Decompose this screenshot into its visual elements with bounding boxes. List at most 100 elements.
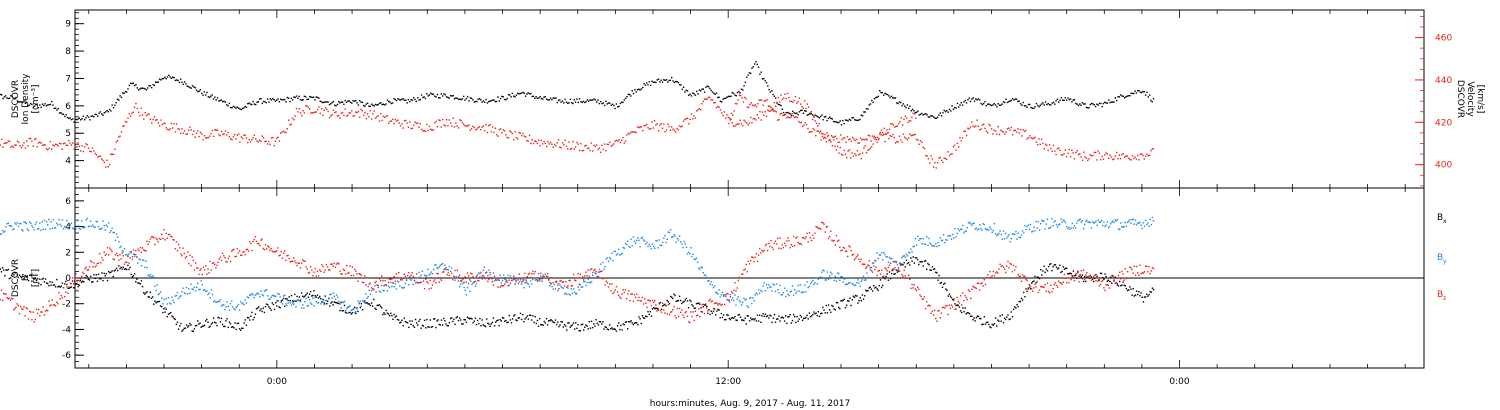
data-point xyxy=(442,324,444,326)
data-point xyxy=(650,128,652,130)
data-point xyxy=(780,317,782,319)
data-point xyxy=(140,264,143,267)
data-point xyxy=(726,114,728,116)
data-point xyxy=(827,278,830,280)
data-point xyxy=(824,231,826,233)
data-point xyxy=(610,104,612,106)
data-point xyxy=(1099,272,1102,274)
data-point xyxy=(231,300,233,302)
data-point xyxy=(955,236,957,238)
data-point xyxy=(1085,157,1088,159)
data-point xyxy=(377,115,379,117)
data-point xyxy=(130,250,132,253)
data-point xyxy=(690,247,692,249)
data-point xyxy=(173,239,175,241)
data-point xyxy=(524,318,526,320)
data-point xyxy=(869,286,871,288)
data-point xyxy=(322,265,324,268)
data-point xyxy=(86,275,88,278)
data-point xyxy=(444,320,446,322)
data-point xyxy=(905,277,908,279)
data-point xyxy=(101,227,103,229)
data-point xyxy=(171,296,173,298)
data-point xyxy=(516,277,518,279)
data-point xyxy=(480,325,482,327)
data-point xyxy=(479,276,481,278)
data-point xyxy=(1009,241,1011,243)
data-point xyxy=(717,105,719,108)
data-point xyxy=(853,259,856,261)
data-point xyxy=(854,139,856,142)
data-point xyxy=(62,142,65,145)
data-point xyxy=(692,253,694,255)
data-point xyxy=(73,121,75,123)
data-point xyxy=(35,279,38,282)
data-point xyxy=(506,136,508,139)
data-point xyxy=(844,137,846,139)
data-point xyxy=(619,254,621,256)
data-point xyxy=(1109,223,1112,225)
data-point xyxy=(773,242,776,245)
data-point xyxy=(646,241,648,244)
data-point xyxy=(368,116,370,118)
data-point xyxy=(497,135,499,137)
data-point xyxy=(976,315,979,317)
data-point xyxy=(394,283,396,285)
data-point xyxy=(626,134,628,136)
data-point xyxy=(690,95,693,97)
data-point xyxy=(960,139,962,142)
data-point xyxy=(745,98,747,100)
data-point xyxy=(500,282,502,284)
data-point xyxy=(431,93,433,95)
data-point xyxy=(924,307,927,310)
data-point xyxy=(1130,92,1132,94)
data-point xyxy=(551,143,553,145)
data-point xyxy=(607,329,610,331)
data-point xyxy=(579,330,581,332)
data-point xyxy=(961,311,963,314)
data-point xyxy=(968,97,970,99)
data-point xyxy=(216,324,218,327)
data-point xyxy=(6,297,8,299)
data-point xyxy=(747,106,750,109)
data-point xyxy=(440,279,443,281)
data-point xyxy=(1040,138,1043,140)
data-point xyxy=(928,237,930,240)
data-point xyxy=(895,260,897,263)
data-point xyxy=(259,139,261,141)
data-point xyxy=(123,248,126,250)
data-point xyxy=(786,240,788,242)
data-point xyxy=(487,280,489,283)
data-point xyxy=(932,268,935,271)
data-point xyxy=(281,299,284,301)
data-point xyxy=(515,94,518,96)
data-point xyxy=(420,128,423,131)
data-point xyxy=(232,136,235,138)
data-point xyxy=(212,301,215,303)
data-point xyxy=(947,111,949,113)
data-point xyxy=(1048,103,1051,106)
data-point xyxy=(728,301,730,303)
data-point xyxy=(754,104,756,106)
data-point xyxy=(0,268,2,270)
data-point xyxy=(387,281,390,284)
data-point xyxy=(877,289,879,291)
data-point xyxy=(825,226,827,228)
data-point xyxy=(1034,106,1036,108)
data-point xyxy=(737,99,739,101)
data-point xyxy=(89,260,92,262)
data-point xyxy=(632,131,635,133)
data-point xyxy=(1124,221,1126,224)
data-point xyxy=(768,317,770,319)
data-point xyxy=(693,115,695,117)
data-point xyxy=(896,140,898,143)
data-point xyxy=(70,222,73,224)
data-point xyxy=(517,282,519,285)
data-point xyxy=(936,272,938,274)
data-point xyxy=(6,142,8,144)
data-point xyxy=(192,259,194,262)
data-point xyxy=(1000,129,1002,131)
data-point xyxy=(422,325,425,327)
data-point xyxy=(894,273,896,275)
data-point xyxy=(384,116,386,119)
